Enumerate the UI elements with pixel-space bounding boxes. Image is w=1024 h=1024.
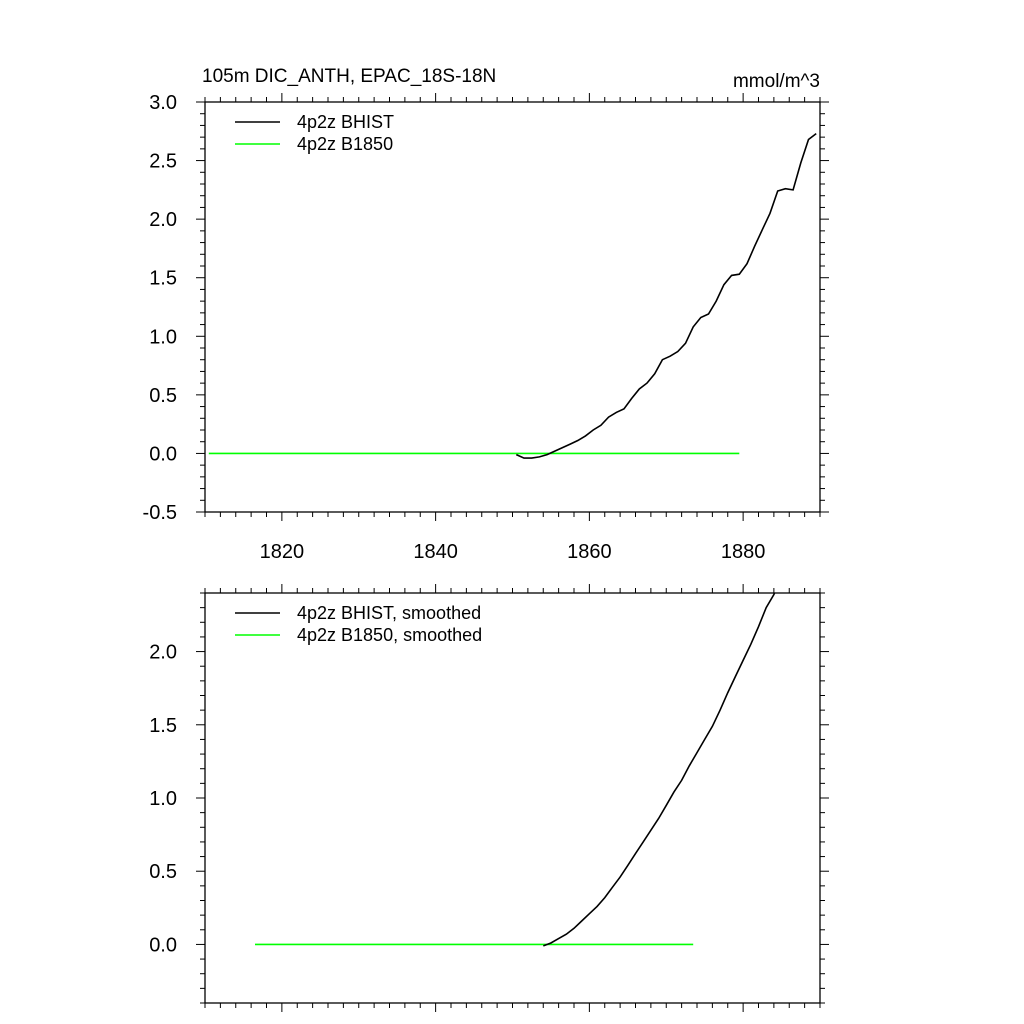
y-tick-label: 0.0 [149,934,177,956]
legend-label: 4p2z BHIST [297,112,394,132]
y-tick-label: 0.5 [149,861,177,883]
series-line [543,593,776,947]
series-line [515,132,817,459]
x-tick-label: 1860 [567,541,612,563]
panel-title: 105m DIC_ANTH, EPAC_18S-18N [202,66,496,87]
y-tick-label: 2.0 [149,209,177,231]
y-tick-label: -0.5 [143,502,177,524]
y-tick-label: 1.5 [149,715,177,737]
units-label: mmol/m^3 [733,71,820,92]
plot-frame [204,101,821,513]
y-tick-label: 2.0 [149,642,177,664]
bottom-panel: 0.0 0.5 1.0 1.5 2.0 4p2z BHIST, smoothed4p2z … [149,584,829,1012]
y-tick-label: 2.5 [149,151,177,173]
top-panel: 105m DIC_ANTH, EPAC_18S-18N mmol/m^3 182… [143,66,829,563]
plot-frame [204,592,821,1004]
legend-label: 4p2z BHIST, smoothed [297,603,481,623]
x-tick-label: 1880 [721,541,766,563]
x-tick-label: 1820 [260,541,305,563]
y-tick-label: 0.5 [149,385,177,407]
y-tick-label: 3.0 [149,92,177,114]
y-tick-label: 1.0 [149,326,177,348]
y-tick-label: 0.0 [149,443,177,465]
legend-label: 4p2z B1850, smoothed [297,625,482,645]
y-tick-label: 1.0 [149,788,177,810]
y-tick-label: 1.5 [149,268,177,290]
legend-label: 4p2z B1850 [297,134,393,154]
x-tick-label: 1840 [413,541,458,563]
